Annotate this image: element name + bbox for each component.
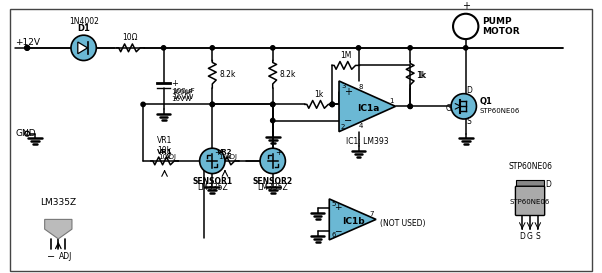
Text: 4: 4 bbox=[359, 123, 363, 129]
Text: Q1: Q1 bbox=[479, 97, 492, 106]
Text: STP60NE06: STP60NE06 bbox=[508, 162, 552, 171]
Circle shape bbox=[25, 131, 29, 136]
Text: 1: 1 bbox=[389, 98, 394, 104]
Text: 1k: 1k bbox=[314, 90, 323, 99]
Text: 8.2k: 8.2k bbox=[279, 70, 296, 79]
Circle shape bbox=[330, 102, 334, 106]
Polygon shape bbox=[78, 42, 87, 54]
Text: S: S bbox=[535, 232, 540, 241]
Text: SENSOR1: SENSOR1 bbox=[192, 177, 232, 186]
Text: LM335Z: LM335Z bbox=[197, 183, 228, 192]
Text: ADJ: ADJ bbox=[58, 251, 72, 260]
Text: G: G bbox=[527, 232, 533, 241]
Text: D1: D1 bbox=[77, 24, 90, 33]
Text: +12V: +12V bbox=[16, 38, 40, 47]
Text: IC1b: IC1b bbox=[343, 217, 365, 226]
Circle shape bbox=[71, 35, 96, 61]
Circle shape bbox=[270, 102, 275, 106]
Text: −: − bbox=[344, 115, 352, 126]
Text: 6: 6 bbox=[331, 232, 336, 238]
Text: SENSOR2: SENSOR2 bbox=[253, 177, 293, 186]
Text: 1N4002: 1N4002 bbox=[69, 17, 99, 26]
Circle shape bbox=[210, 102, 214, 106]
Text: +: + bbox=[214, 148, 221, 157]
Text: GND: GND bbox=[16, 129, 36, 138]
Circle shape bbox=[408, 104, 412, 108]
Text: STP60NE06: STP60NE06 bbox=[479, 108, 520, 114]
Circle shape bbox=[200, 148, 225, 174]
Text: (NOT USED): (NOT USED) bbox=[380, 219, 426, 228]
Text: 8.2k: 8.2k bbox=[219, 70, 235, 79]
Circle shape bbox=[210, 46, 214, 50]
Circle shape bbox=[141, 102, 145, 106]
Text: D: D bbox=[545, 180, 551, 189]
Text: 100μF: 100μF bbox=[172, 88, 195, 94]
Circle shape bbox=[408, 104, 412, 108]
Text: +: + bbox=[172, 79, 178, 88]
Text: ADJ: ADJ bbox=[165, 154, 177, 160]
Text: +: + bbox=[462, 1, 470, 11]
Text: D: D bbox=[467, 86, 473, 95]
Text: 10k: 10k bbox=[158, 154, 171, 160]
Circle shape bbox=[25, 45, 29, 50]
Circle shape bbox=[453, 14, 479, 39]
Circle shape bbox=[356, 46, 361, 50]
Text: VR1
10k: VR1 10k bbox=[157, 136, 172, 155]
Text: +: + bbox=[344, 87, 352, 97]
FancyBboxPatch shape bbox=[515, 186, 545, 215]
Circle shape bbox=[270, 46, 275, 50]
Text: D: D bbox=[520, 232, 525, 241]
Text: 3: 3 bbox=[341, 83, 346, 89]
Text: 1k: 1k bbox=[417, 71, 426, 80]
Text: G: G bbox=[445, 104, 451, 113]
Circle shape bbox=[408, 46, 412, 50]
Circle shape bbox=[451, 94, 476, 119]
Circle shape bbox=[270, 118, 275, 123]
Text: +: + bbox=[334, 203, 342, 212]
Text: 16VW: 16VW bbox=[172, 94, 194, 100]
Text: IC1a: IC1a bbox=[357, 104, 380, 113]
Text: 1k: 1k bbox=[416, 71, 425, 80]
Text: +: + bbox=[275, 148, 282, 157]
Text: 100μF
16VW: 100μF 16VW bbox=[172, 89, 193, 102]
Text: ADJ: ADJ bbox=[226, 154, 238, 160]
Circle shape bbox=[330, 102, 334, 106]
Text: 1M: 1M bbox=[340, 51, 352, 60]
Circle shape bbox=[330, 102, 334, 106]
Text: VR1: VR1 bbox=[157, 149, 172, 155]
Circle shape bbox=[464, 46, 468, 50]
Polygon shape bbox=[329, 199, 376, 240]
Circle shape bbox=[260, 148, 285, 174]
Text: LM335Z: LM335Z bbox=[258, 183, 288, 192]
Text: 10Ω: 10Ω bbox=[123, 33, 138, 42]
Text: −: − bbox=[48, 251, 55, 262]
Circle shape bbox=[161, 46, 166, 50]
Text: PUMP: PUMP bbox=[482, 17, 512, 26]
Text: S: S bbox=[467, 117, 471, 126]
Text: VR2: VR2 bbox=[217, 149, 233, 155]
Text: 5: 5 bbox=[331, 201, 335, 207]
Text: 8: 8 bbox=[359, 84, 363, 90]
Text: IC1: LM393: IC1: LM393 bbox=[346, 136, 388, 146]
Bar bbox=[517, 180, 544, 187]
Text: LM335Z: LM335Z bbox=[40, 198, 76, 207]
Circle shape bbox=[210, 102, 214, 106]
Text: 7: 7 bbox=[370, 212, 374, 218]
Text: MOTOR: MOTOR bbox=[482, 27, 520, 36]
Circle shape bbox=[270, 102, 275, 106]
Text: STP60NE06: STP60NE06 bbox=[510, 199, 550, 205]
Text: 10k: 10k bbox=[219, 154, 232, 160]
Text: 2: 2 bbox=[341, 124, 346, 130]
Circle shape bbox=[25, 46, 29, 50]
Polygon shape bbox=[45, 219, 72, 239]
Polygon shape bbox=[339, 81, 396, 132]
Text: −: − bbox=[334, 226, 342, 235]
